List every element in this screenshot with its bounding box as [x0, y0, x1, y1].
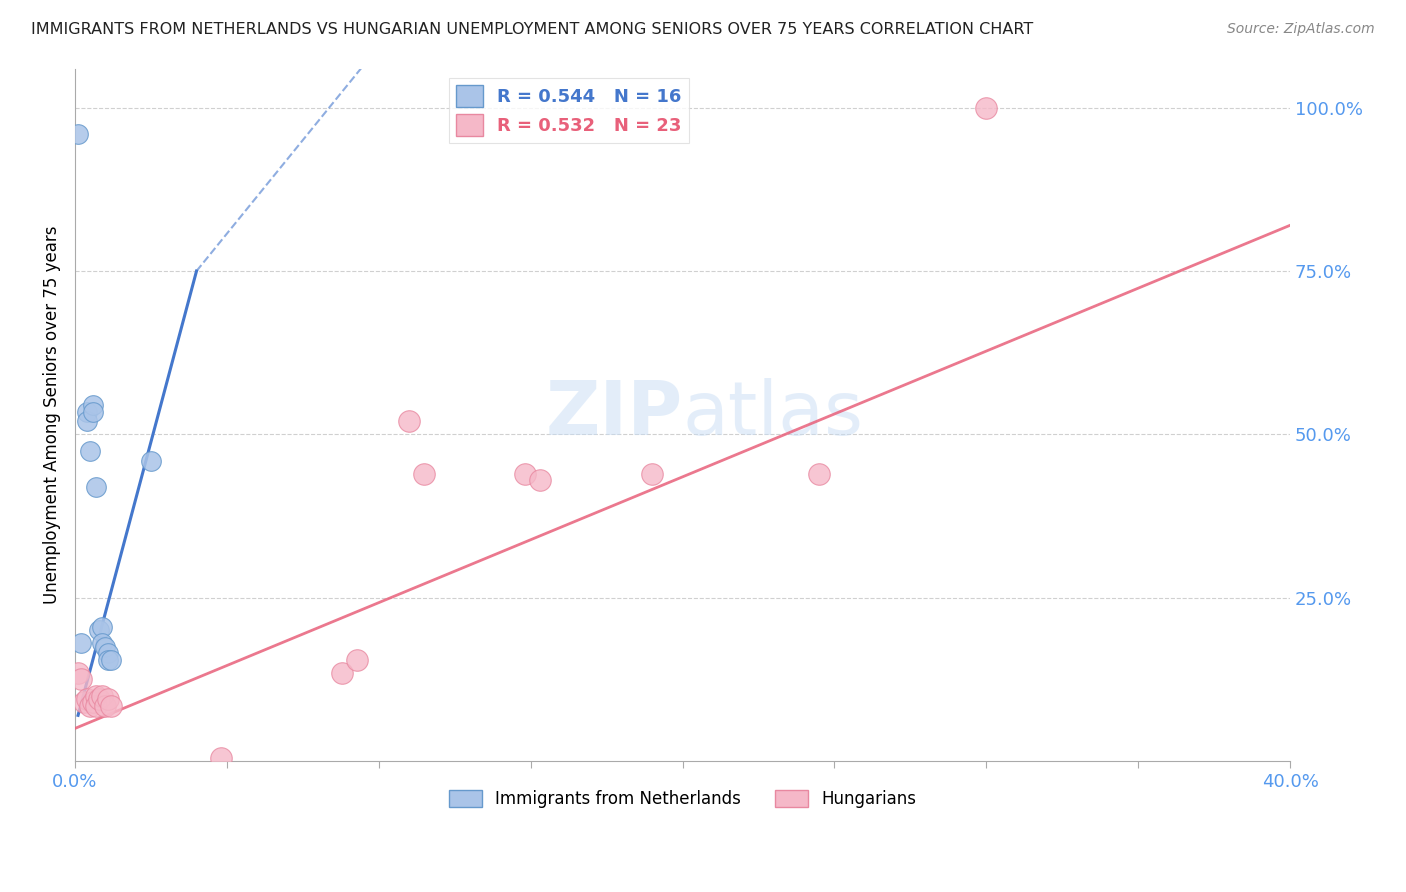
Point [67, 127, 90, 141]
Point [398, 414, 420, 428]
Point [209, 751, 232, 765]
Y-axis label: Unemployment Among Seniors over 75 years: Unemployment Among Seniors over 75 years [44, 226, 60, 604]
Point [82, 404, 104, 418]
Point [67, 665, 90, 680]
Point [76, 692, 98, 706]
Point [413, 467, 436, 481]
Point [89, 624, 111, 638]
Point [100, 653, 122, 667]
Point [82, 695, 104, 709]
Point [100, 698, 122, 713]
Point [529, 473, 551, 487]
Point [82, 398, 104, 412]
Text: IMMIGRANTS FROM NETHERLANDS VS HUNGARIAN UNEMPLOYMENT AMONG SENIORS OVER 75 YEAR: IMMIGRANTS FROM NETHERLANDS VS HUNGARIAN… [31, 22, 1033, 37]
Point [91, 620, 114, 634]
Point [97, 692, 120, 706]
Point [513, 467, 536, 481]
Point [84, 698, 107, 713]
Point [89, 692, 111, 706]
Point [91, 689, 114, 703]
Text: ZIP: ZIP [546, 378, 682, 451]
Point [84, 480, 107, 494]
Legend: Immigrants from Netherlands, Hungarians: Immigrants from Netherlands, Hungarians [441, 783, 922, 815]
Text: atlas: atlas [682, 378, 863, 451]
Point [97, 646, 120, 660]
Point [79, 698, 101, 713]
Point [73, 695, 96, 709]
Point [330, 665, 353, 680]
Point [70, 636, 93, 650]
Point [808, 467, 831, 481]
Point [97, 653, 120, 667]
Point [346, 653, 368, 667]
Point [641, 467, 664, 481]
Point [79, 443, 101, 458]
Point [76, 404, 98, 418]
Point [84, 689, 107, 703]
Text: Source: ZipAtlas.com: Source: ZipAtlas.com [1227, 22, 1375, 37]
Point [94, 640, 117, 654]
Point [94, 698, 117, 713]
Point [139, 453, 162, 467]
Point [70, 673, 93, 687]
Point [974, 101, 997, 115]
Point [91, 636, 114, 650]
Point [76, 414, 98, 428]
